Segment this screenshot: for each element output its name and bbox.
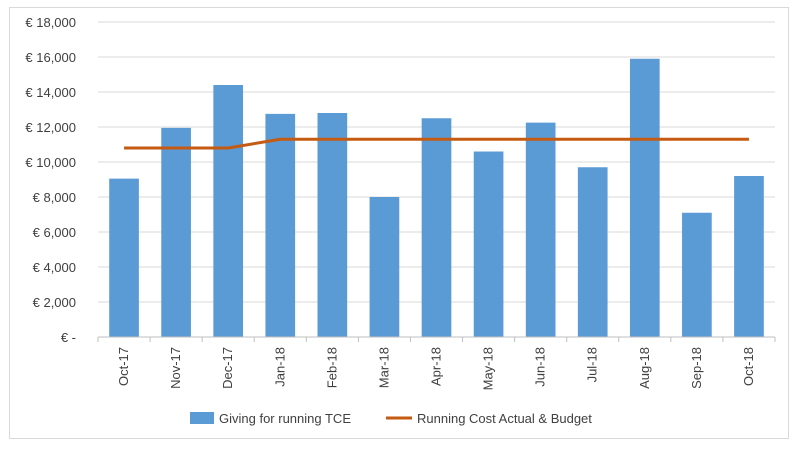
y-tick-label: € 12,000 [25, 120, 76, 135]
x-tick-label: Feb-18 [324, 347, 339, 388]
bar-giving [525, 122, 556, 337]
legend-swatch-giving [190, 412, 214, 424]
y-tick-label: € 10,000 [25, 155, 76, 170]
x-tick-label: May-18 [481, 347, 496, 390]
legend-label-giving: Giving for running TCE [219, 411, 351, 426]
bar-giving [421, 118, 452, 337]
y-tick-label: € 4,000 [33, 260, 76, 275]
line-running-cost [124, 137, 749, 150]
x-tick-label: Oct-18 [741, 347, 756, 386]
x-tick-label: Nov-17 [168, 347, 183, 389]
y-tick-label: € 18,000 [25, 15, 76, 30]
x-tick-label: Jun-18 [533, 347, 548, 387]
y-tick-label: € - [61, 330, 76, 345]
bar-giving [161, 127, 191, 337]
y-tick-label: € 6,000 [33, 225, 76, 240]
bar-giving [213, 85, 244, 337]
x-tick-label: Oct-17 [116, 347, 131, 386]
bar-giving [629, 58, 660, 337]
x-tick-label: Dec-17 [220, 347, 235, 389]
bar-giving [473, 151, 504, 337]
legend-label-running-cost: Running Cost Actual & Budget [417, 411, 592, 426]
bar-giving [317, 113, 348, 337]
y-tick-label: € 14,000 [25, 85, 76, 100]
x-tick-label: Sep-18 [689, 347, 704, 389]
bar-giving [682, 212, 712, 337]
y-tick-label: € 2,000 [33, 295, 76, 310]
x-tick-label: Apr-18 [429, 347, 444, 386]
bar-giving [369, 197, 400, 337]
bar-giving [109, 178, 139, 337]
y-tick-label: € 8,000 [33, 190, 76, 205]
bar-giving [265, 113, 296, 337]
x-tick-label: Jan-18 [272, 347, 287, 387]
y-tick-label: € 16,000 [25, 50, 76, 65]
x-tick-label: Jul-18 [585, 347, 600, 382]
bar-giving [734, 176, 764, 337]
x-tick-label: Aug-18 [637, 347, 652, 389]
bar-giving [577, 167, 608, 337]
x-tick-label: Mar-18 [376, 347, 391, 388]
